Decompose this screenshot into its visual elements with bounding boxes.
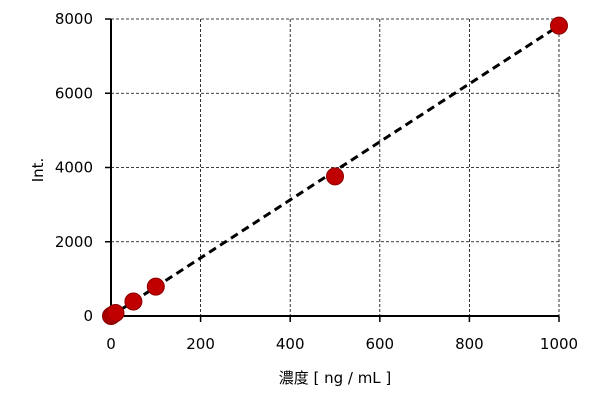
x-tick-label: 200: [186, 335, 215, 353]
x-tick-label: 600: [365, 335, 394, 353]
data-points: [102, 16, 568, 325]
data-point: [326, 167, 344, 186]
y-tick-label: 2000: [55, 233, 93, 251]
x-tick-label: 400: [276, 335, 305, 353]
x-axis-title: 濃度 [ ng / mL ]: [279, 369, 392, 387]
axes: [105, 18, 560, 322]
data-point: [106, 304, 125, 323]
x-tick-label: 800: [455, 335, 484, 353]
data-point: [124, 292, 143, 311]
x-tick-label: 0: [106, 335, 116, 353]
tick-labels: 0 2000 4000 6000 8000 0 200 400 600 800 1000: [55, 10, 578, 353]
grid: [111, 18, 560, 316]
y-axis-title: Int.: [29, 158, 47, 183]
y-tick-label: 0: [83, 307, 93, 325]
y-tick-label: 4000: [55, 159, 93, 177]
x-tick-label: 1000: [540, 335, 578, 353]
data-point: [550, 16, 568, 35]
y-tick-label: 6000: [55, 84, 93, 102]
y-tick-label: 8000: [55, 10, 93, 28]
data-point: [146, 277, 165, 296]
